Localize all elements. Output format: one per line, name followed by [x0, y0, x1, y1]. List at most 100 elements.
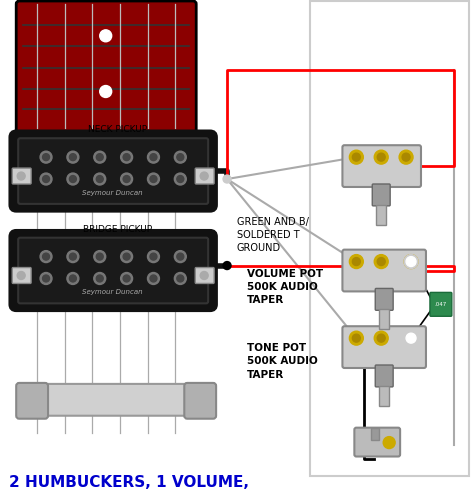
Bar [379, 309, 389, 329]
Circle shape [69, 253, 76, 260]
Circle shape [352, 334, 360, 342]
FancyBboxPatch shape [12, 168, 31, 184]
Circle shape [404, 331, 418, 345]
Circle shape [402, 153, 410, 161]
Circle shape [121, 250, 133, 263]
Circle shape [349, 254, 363, 269]
Circle shape [383, 437, 395, 449]
Bar [371, 428, 379, 440]
Circle shape [374, 331, 388, 345]
Circle shape [96, 175, 103, 182]
Text: VOLUME POT
500K AUDIO
TAPER: VOLUME POT 500K AUDIO TAPER [247, 269, 323, 305]
FancyBboxPatch shape [16, 1, 196, 134]
Text: BRIDGE PICKUP: BRIDGE PICKUP [83, 225, 152, 234]
FancyBboxPatch shape [12, 268, 31, 284]
Circle shape [96, 154, 103, 161]
Circle shape [177, 275, 184, 282]
Circle shape [94, 273, 106, 285]
Circle shape [174, 173, 186, 185]
Circle shape [374, 150, 388, 164]
Circle shape [94, 250, 106, 263]
Circle shape [150, 175, 157, 182]
Bar [310, 1, 469, 476]
Circle shape [200, 172, 208, 180]
Circle shape [123, 175, 130, 182]
Circle shape [100, 85, 112, 97]
Circle shape [374, 254, 388, 269]
Circle shape [43, 253, 49, 260]
Circle shape [349, 331, 363, 345]
Text: GREEN AND B/
SOLDERED T
GROUND: GREEN AND B/ SOLDERED T GROUND [237, 217, 309, 253]
FancyBboxPatch shape [16, 383, 48, 419]
FancyBboxPatch shape [372, 184, 390, 206]
FancyBboxPatch shape [430, 292, 452, 316]
FancyBboxPatch shape [355, 428, 400, 456]
FancyBboxPatch shape [375, 365, 393, 387]
Circle shape [17, 272, 25, 280]
Circle shape [123, 275, 130, 282]
FancyBboxPatch shape [18, 138, 208, 204]
Circle shape [40, 273, 52, 285]
Circle shape [150, 253, 157, 260]
Circle shape [17, 172, 25, 180]
Circle shape [377, 257, 385, 266]
FancyBboxPatch shape [11, 232, 215, 309]
Circle shape [100, 30, 112, 42]
Circle shape [69, 175, 76, 182]
Circle shape [404, 254, 418, 269]
Circle shape [377, 153, 385, 161]
FancyBboxPatch shape [195, 268, 214, 284]
Circle shape [147, 273, 159, 285]
Circle shape [174, 151, 186, 163]
FancyBboxPatch shape [342, 145, 421, 187]
Circle shape [43, 175, 49, 182]
Circle shape [96, 275, 103, 282]
Circle shape [69, 275, 76, 282]
Circle shape [69, 154, 76, 161]
Circle shape [174, 273, 186, 285]
FancyBboxPatch shape [342, 249, 426, 291]
Circle shape [96, 253, 103, 260]
Circle shape [147, 250, 159, 263]
Circle shape [40, 151, 52, 163]
Circle shape [406, 333, 416, 343]
Circle shape [67, 250, 79, 263]
Circle shape [407, 257, 415, 266]
Circle shape [40, 173, 52, 185]
Circle shape [43, 154, 49, 161]
FancyBboxPatch shape [11, 132, 215, 210]
Circle shape [399, 150, 413, 164]
Text: .047: .047 [435, 302, 447, 307]
Text: Seymour Duncan: Seymour Duncan [82, 190, 143, 196]
Circle shape [406, 256, 416, 267]
Circle shape [404, 254, 418, 269]
Circle shape [223, 175, 231, 183]
Circle shape [150, 275, 157, 282]
Bar [376, 205, 386, 225]
Circle shape [121, 151, 133, 163]
Circle shape [147, 151, 159, 163]
Circle shape [223, 262, 231, 270]
Circle shape [147, 173, 159, 185]
Circle shape [40, 250, 52, 263]
Circle shape [377, 334, 385, 342]
Circle shape [150, 154, 157, 161]
Circle shape [67, 273, 79, 285]
Text: 2 HUMBUCKERS, 1 VOLUME,: 2 HUMBUCKERS, 1 VOLUME, [9, 475, 249, 491]
Circle shape [67, 151, 79, 163]
Circle shape [121, 273, 133, 285]
Circle shape [67, 173, 79, 185]
FancyBboxPatch shape [375, 288, 393, 310]
Circle shape [177, 175, 184, 182]
Circle shape [94, 151, 106, 163]
Text: Seymour Duncan: Seymour Duncan [82, 289, 143, 295]
FancyBboxPatch shape [18, 238, 208, 303]
Text: NECK PICKUP: NECK PICKUP [88, 125, 147, 134]
FancyBboxPatch shape [36, 384, 196, 416]
Circle shape [174, 250, 186, 263]
Circle shape [123, 154, 130, 161]
Circle shape [43, 275, 49, 282]
Circle shape [121, 173, 133, 185]
Circle shape [177, 253, 184, 260]
FancyBboxPatch shape [342, 326, 426, 368]
